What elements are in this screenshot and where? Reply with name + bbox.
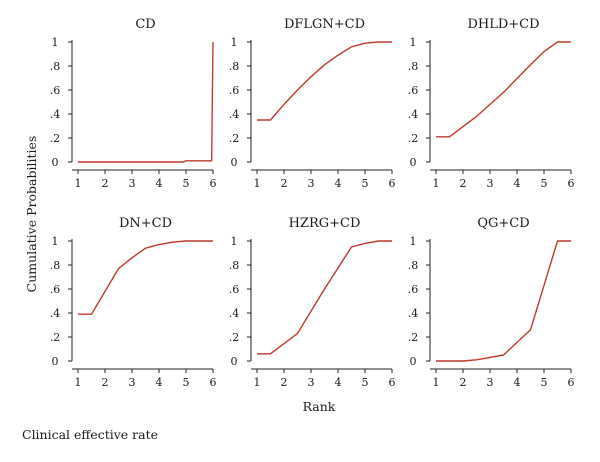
- panel: CD 0 .2 .4 .6 .8 1 1 2 3 4 5 6: [50, 17, 217, 190]
- y-tick-label: .8: [229, 60, 240, 73]
- panel-title: DN+CD: [119, 216, 172, 231]
- y-tick-label: .2: [408, 331, 419, 344]
- panel-title: QG+CD: [477, 216, 529, 231]
- y-tick-label: 1: [231, 36, 238, 49]
- panel: HZRG+CD 0 .2 .4 .6 .8 1 1 2 3 4 5 6: [229, 216, 396, 389]
- cumulative-probability-line: [78, 41, 214, 163]
- y-tick-label: 1: [52, 235, 59, 248]
- y-tick-label: .2: [229, 331, 240, 344]
- panel-title: HZRG+CD: [289, 216, 361, 231]
- panel-title: CD: [135, 17, 155, 32]
- x-tick-label: 5: [541, 177, 548, 190]
- y-tick-label: .8: [408, 259, 419, 272]
- panel-title: DFLGN+CD: [284, 17, 365, 32]
- x-tick-label: 2: [460, 376, 467, 389]
- y-tick-label: .8: [229, 259, 240, 272]
- x-tick-label: 4: [335, 376, 342, 389]
- x-tick-label: 6: [389, 376, 396, 389]
- cumulative-probability-line: [436, 240, 571, 362]
- cumulative-probability-line: [257, 41, 392, 121]
- x-tick-label: 4: [156, 376, 163, 389]
- panel-grid: CD 0 .2 .4 .6 .8 1 1 2 3 4 5 6 DFLGN+CD 0 .2 .4 .6 .8 1 1 2 3 4…: [50, 17, 575, 389]
- y-tick-label: 0: [52, 156, 59, 169]
- x-tick-label: 1: [254, 177, 261, 190]
- x-axis-title: Rank: [303, 399, 336, 414]
- y-tick-label: .4: [50, 108, 61, 121]
- x-tick-label: 5: [362, 376, 369, 389]
- x-tick-label: 4: [514, 376, 521, 389]
- y-tick-label: .8: [408, 60, 419, 73]
- panel: DHLD+CD 0 .2 .4 .6 .8 1 1 2 3 4 5 6: [408, 17, 575, 190]
- y-tick-label: .6: [408, 283, 419, 296]
- x-tick-label: 6: [568, 177, 575, 190]
- y-tick-label: .6: [229, 84, 240, 97]
- x-tick-label: 4: [335, 177, 342, 190]
- x-tick-label: 1: [433, 177, 440, 190]
- y-tick-label: 0: [410, 355, 417, 368]
- panel: DN+CD 0 .2 .4 .6 .8 1 1 2 3 4 5 6: [50, 216, 217, 389]
- x-tick-label: 3: [487, 376, 494, 389]
- x-tick-label: 4: [514, 177, 521, 190]
- y-tick-label: 0: [231, 156, 238, 169]
- x-tick-label: 6: [210, 376, 217, 389]
- x-tick-label: 2: [102, 177, 109, 190]
- x-tick-label: 5: [183, 177, 190, 190]
- x-tick-label: 1: [254, 376, 261, 389]
- x-tick-label: 6: [210, 177, 217, 190]
- y-tick-label: .6: [50, 283, 61, 296]
- y-tick-label: 1: [410, 235, 417, 248]
- panel: DFLGN+CD 0 .2 .4 .6 .8 1 1 2 3 4 5 6: [229, 17, 396, 190]
- y-tick-label: .2: [229, 132, 240, 145]
- x-tick-label: 2: [102, 376, 109, 389]
- y-tick-label: 0: [52, 355, 59, 368]
- y-tick-label: 1: [52, 36, 59, 49]
- x-tick-label: 2: [281, 376, 288, 389]
- panel-title: DHLD+CD: [467, 17, 539, 32]
- figure-caption: Clinical effective rate: [22, 427, 159, 442]
- x-tick-label: 3: [129, 177, 136, 190]
- y-tick-label: .4: [229, 108, 240, 121]
- x-tick-label: 1: [433, 376, 440, 389]
- x-tick-label: 6: [389, 177, 396, 190]
- x-tick-label: 3: [308, 177, 315, 190]
- y-tick-label: .8: [50, 60, 61, 73]
- y-tick-label: .4: [408, 307, 419, 320]
- y-axis-title: Cumulative Probabilities: [24, 136, 39, 293]
- y-tick-label: .2: [50, 331, 61, 344]
- x-tick-label: 4: [156, 177, 163, 190]
- x-tick-label: 3: [487, 177, 494, 190]
- y-tick-label: 1: [231, 235, 238, 248]
- y-tick-label: .2: [50, 132, 61, 145]
- panel: QG+CD 0 .2 .4 .6 .8 1 1 2 3 4 5 6: [408, 216, 575, 389]
- x-tick-label: 1: [75, 376, 82, 389]
- x-tick-label: 2: [281, 177, 288, 190]
- x-tick-label: 2: [460, 177, 467, 190]
- cumulative-probability-line: [436, 41, 571, 138]
- y-tick-label: .4: [408, 108, 419, 121]
- x-tick-label: 5: [183, 376, 190, 389]
- y-tick-label: 0: [410, 156, 417, 169]
- y-tick-label: 0: [231, 355, 238, 368]
- cumulative-probability-line: [78, 240, 213, 315]
- x-tick-label: 5: [541, 376, 548, 389]
- x-tick-label: 6: [568, 376, 575, 389]
- y-tick-label: .6: [50, 84, 61, 97]
- x-tick-label: 3: [129, 376, 136, 389]
- y-tick-label: .6: [408, 84, 419, 97]
- cumulative-probability-line: [257, 240, 392, 355]
- x-tick-label: 1: [75, 177, 82, 190]
- y-tick-label: .4: [229, 307, 240, 320]
- y-tick-label: .4: [50, 307, 61, 320]
- x-tick-label: 3: [308, 376, 315, 389]
- y-tick-label: .6: [229, 283, 240, 296]
- y-tick-label: .2: [408, 132, 419, 145]
- y-tick-label: 1: [410, 36, 417, 49]
- x-tick-label: 5: [362, 177, 369, 190]
- y-tick-label: .8: [50, 259, 61, 272]
